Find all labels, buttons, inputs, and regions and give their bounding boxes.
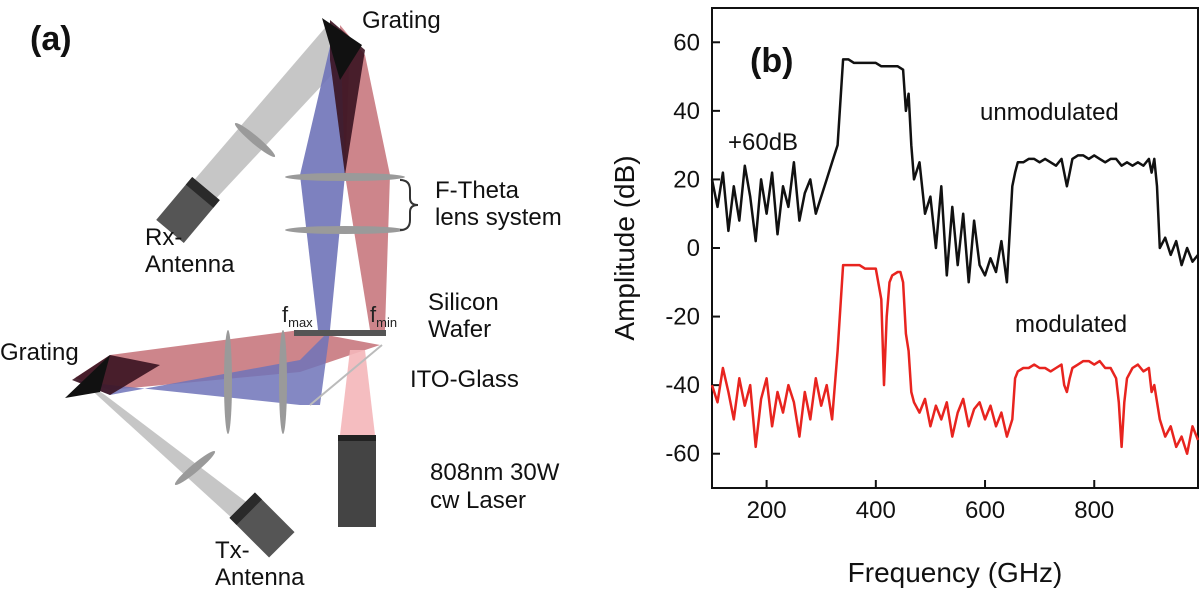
laser-beam bbox=[340, 350, 375, 435]
y-tick-label: 60 bbox=[673, 29, 700, 56]
ftheta-lens-bottom bbox=[285, 226, 405, 234]
y-tick-label: -60 bbox=[665, 441, 700, 468]
modulated-annotation: modulated bbox=[1015, 311, 1127, 338]
chart-ticks: 200 400 600 800 -60 -40 -20 0 20 40 60 bbox=[665, 29, 1114, 524]
y-tick-label: 20 bbox=[673, 166, 700, 193]
lower-blue-beam bbox=[75, 330, 330, 405]
top-grating-icon bbox=[322, 18, 362, 80]
panel-b-label: (b) bbox=[750, 42, 793, 80]
x-tick-label: 400 bbox=[856, 497, 896, 524]
series-line-unmodulated bbox=[710, 58, 1199, 284]
fmin-main: f bbox=[370, 302, 377, 327]
rx-antenna-label-2: Antenna bbox=[145, 251, 235, 278]
left-grating-icon bbox=[65, 355, 110, 398]
fmin-sub: min bbox=[376, 315, 397, 330]
panel-a-setup: (a) Grating Grating Rx- Antenna Tx- Ante… bbox=[0, 7, 562, 591]
rx-antenna-label-1: Rx- bbox=[145, 224, 182, 251]
laser-body bbox=[338, 435, 376, 527]
x-tick-label: 200 bbox=[747, 497, 787, 524]
fmin-label: fmin bbox=[370, 302, 397, 330]
y-tick-label: 0 bbox=[687, 235, 700, 262]
wafer-label-2: Wafer bbox=[428, 316, 491, 343]
laser-label-1: 808nm 30W bbox=[430, 459, 560, 486]
laser-aperture bbox=[338, 435, 376, 441]
wafer-label-1: Silicon bbox=[428, 289, 499, 316]
tx-lens bbox=[174, 451, 216, 485]
series-line-modulated bbox=[710, 263, 1200, 455]
ftheta-lens-top bbox=[285, 173, 405, 181]
offset-annotation: +60dB bbox=[728, 129, 798, 156]
y-tick-label: 40 bbox=[673, 98, 700, 125]
x-tick-label: 600 bbox=[965, 497, 1005, 524]
ftheta-brace bbox=[399, 179, 419, 231]
rx-lens bbox=[234, 123, 276, 157]
panel-a-label: (a) bbox=[30, 20, 72, 58]
panel-b-chart: 200 400 600 800 -60 -40 -20 0 20 40 60 (b) +60dB u… bbox=[609, 7, 1200, 588]
x-tick-label: 800 bbox=[1074, 497, 1114, 524]
laser-label-2: cw Laser bbox=[430, 487, 526, 514]
rx-grey-beam bbox=[190, 22, 355, 205]
ito-label: ITO-Glass bbox=[410, 366, 519, 393]
grating-left-label: Grating bbox=[0, 339, 79, 366]
fmax-label: fmax bbox=[282, 302, 313, 330]
y-axis-title: Amplitude (dB) bbox=[609, 155, 640, 340]
ftheta-label-1: F-Theta bbox=[435, 177, 520, 204]
lower-lens-1 bbox=[224, 330, 232, 434]
unmodulated-annotation: unmodulated bbox=[980, 99, 1119, 126]
lower-lens-2 bbox=[279, 330, 287, 434]
ftheta-label-2: lens system bbox=[435, 204, 562, 231]
x-axis-title: Frequency (GHz) bbox=[848, 557, 1063, 588]
tx-antenna-label-2: Antenna bbox=[215, 564, 305, 591]
chart-series bbox=[710, 58, 1200, 455]
fmax-sub: max bbox=[288, 315, 313, 330]
y-tick-label: -20 bbox=[665, 304, 700, 331]
ito-glass bbox=[309, 344, 383, 406]
grating-top-label: Grating bbox=[362, 7, 441, 34]
silicon-wafer bbox=[294, 330, 386, 336]
tx-antenna-icon bbox=[229, 492, 295, 558]
fmax-main: f bbox=[282, 302, 289, 327]
rx-antenna-icon bbox=[156, 176, 220, 244]
y-tick-label: -40 bbox=[665, 372, 700, 399]
tx-antenna-label-1: Tx- bbox=[215, 537, 250, 564]
tx-grey-beam bbox=[75, 375, 270, 530]
